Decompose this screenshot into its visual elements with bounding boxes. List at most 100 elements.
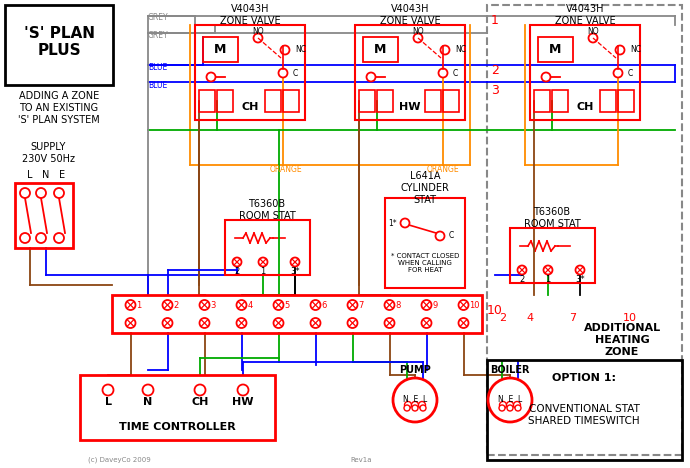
Circle shape: [20, 188, 30, 198]
Circle shape: [400, 219, 409, 227]
Text: 10: 10: [487, 304, 503, 316]
Bar: [217, 90, 233, 112]
Circle shape: [143, 385, 153, 395]
Text: 1: 1: [260, 266, 266, 276]
Text: L: L: [27, 170, 32, 180]
Bar: [487, 5, 682, 455]
Circle shape: [199, 300, 210, 310]
Text: ADDING A ZONE
TO AN EXISTING
'S' PLAN SYSTEM: ADDING A ZONE TO AN EXISTING 'S' PLAN SY…: [18, 91, 100, 124]
Circle shape: [195, 385, 206, 395]
Bar: [530, 25, 640, 120]
Circle shape: [412, 405, 418, 411]
Bar: [425, 90, 441, 112]
Text: SUPPLY
230V 50Hz: SUPPLY 230V 50Hz: [21, 142, 75, 164]
Bar: [355, 25, 465, 120]
Circle shape: [439, 68, 448, 78]
Circle shape: [279, 68, 288, 78]
Text: TIME CONTROLLER: TIME CONTROLLER: [119, 422, 236, 432]
Circle shape: [404, 402, 411, 409]
Text: 8: 8: [395, 300, 401, 309]
Text: PUMP: PUMP: [399, 365, 431, 375]
Text: HW: HW: [400, 102, 421, 112]
Text: NO: NO: [412, 27, 424, 36]
Bar: [385, 198, 465, 288]
Text: 2: 2: [500, 313, 506, 323]
Text: 3: 3: [210, 300, 216, 309]
Text: 'S' PLAN
PLUS: 'S' PLAN PLUS: [23, 26, 95, 58]
Bar: [510, 228, 595, 283]
Bar: [80, 375, 275, 440]
Circle shape: [613, 68, 622, 78]
Circle shape: [458, 318, 469, 328]
Circle shape: [54, 188, 64, 198]
Text: 7: 7: [569, 313, 577, 323]
Circle shape: [542, 73, 551, 81]
Text: C: C: [449, 232, 454, 241]
Circle shape: [422, 300, 431, 310]
Text: V4043H
ZONE VALVE: V4043H ZONE VALVE: [219, 4, 280, 26]
Text: V4043H
ZONE VALVE: V4043H ZONE VALVE: [380, 4, 440, 26]
Text: 1: 1: [137, 300, 141, 309]
Circle shape: [163, 318, 172, 328]
Circle shape: [575, 265, 584, 275]
Text: BLUE: BLUE: [148, 64, 167, 73]
Text: GREY: GREY: [148, 30, 168, 39]
Circle shape: [384, 318, 395, 328]
Circle shape: [348, 318, 357, 328]
Circle shape: [206, 73, 215, 81]
Text: 6: 6: [322, 300, 327, 309]
Circle shape: [589, 34, 598, 43]
Text: 2: 2: [491, 64, 499, 76]
Text: ORANGE: ORANGE: [427, 166, 460, 175]
Circle shape: [199, 318, 210, 328]
Circle shape: [54, 233, 64, 243]
Circle shape: [126, 300, 135, 310]
Text: CH: CH: [241, 102, 259, 112]
Bar: [377, 90, 393, 112]
Circle shape: [419, 402, 426, 409]
Circle shape: [435, 232, 444, 241]
Text: 3: 3: [491, 83, 499, 96]
Circle shape: [404, 405, 410, 411]
Text: NC: NC: [455, 45, 466, 54]
Bar: [538, 37, 573, 62]
Bar: [534, 90, 550, 112]
Circle shape: [500, 402, 506, 409]
Circle shape: [237, 300, 246, 310]
Bar: [363, 37, 398, 62]
Circle shape: [126, 318, 135, 328]
Text: NC: NC: [630, 45, 641, 54]
Circle shape: [273, 300, 284, 310]
Bar: [15, 183, 73, 248]
Circle shape: [499, 405, 505, 411]
Text: * CONTACT CLOSED
WHEN CALLING
FOR HEAT: * CONTACT CLOSED WHEN CALLING FOR HEAT: [391, 253, 459, 273]
Circle shape: [507, 405, 513, 411]
Circle shape: [420, 405, 426, 411]
Text: HW: HW: [233, 397, 254, 407]
Text: Rev1a: Rev1a: [350, 457, 371, 463]
Text: 1*: 1*: [388, 219, 397, 227]
Bar: [112, 295, 482, 333]
Circle shape: [36, 188, 46, 198]
Text: 3*: 3*: [575, 275, 585, 284]
Circle shape: [488, 378, 532, 422]
Text: 3*: 3*: [290, 266, 300, 276]
Bar: [600, 90, 616, 112]
Bar: [618, 90, 634, 112]
Bar: [359, 90, 375, 112]
Circle shape: [290, 257, 299, 266]
Bar: [199, 90, 215, 112]
Circle shape: [413, 34, 422, 43]
Bar: [203, 37, 238, 62]
Circle shape: [310, 318, 320, 328]
Text: 1: 1: [545, 275, 551, 284]
Bar: [225, 220, 310, 275]
Circle shape: [281, 45, 290, 54]
Circle shape: [366, 73, 375, 81]
Circle shape: [36, 233, 46, 243]
Bar: [552, 90, 568, 112]
Circle shape: [384, 300, 395, 310]
Text: 4: 4: [526, 313, 533, 323]
Text: M: M: [374, 43, 386, 56]
Text: ADDITIONAL
HEATING
ZONE: ADDITIONAL HEATING ZONE: [584, 323, 660, 357]
